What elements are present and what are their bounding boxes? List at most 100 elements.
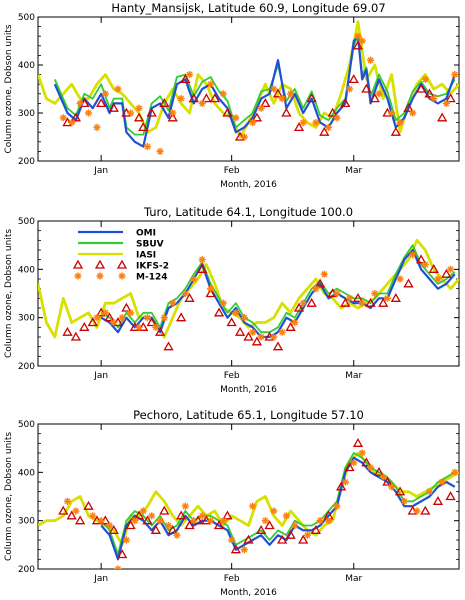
- legend-star-marker: [96, 272, 104, 280]
- ikfs2-triangle-marker: [335, 481, 347, 491]
- ikfs2-triangle-marker: [201, 93, 212, 103]
- legend-label-omi: OMI: [136, 229, 156, 239]
- y-tick-label: 500: [18, 420, 35, 430]
- series-line-omi: [100, 248, 456, 339]
- y-tick-label: 300: [18, 109, 35, 119]
- ikfs2-triangle-marker: [281, 107, 292, 117]
- m124-star-marker: [232, 309, 240, 317]
- m124-star-marker: [177, 95, 185, 103]
- ikfs2-triangle-marker: [176, 510, 187, 520]
- m124-star-marker: [434, 275, 442, 283]
- series-line-omi: [100, 456, 456, 561]
- plot-area: [38, 238, 459, 351]
- ikfs2-triangle-marker: [352, 40, 364, 50]
- ikfs2-triangle-marker: [83, 500, 94, 510]
- ikfs2-triangle-marker: [285, 529, 296, 539]
- ikfs2-triangle-marker: [79, 322, 90, 331]
- m124-star-marker: [135, 323, 143, 331]
- plot-area: [38, 438, 459, 569]
- m124-star-marker: [413, 507, 421, 515]
- y-tick-label: 300: [18, 314, 35, 324]
- m124-star-marker: [249, 502, 257, 510]
- m124-star-marker: [198, 512, 206, 520]
- m124-star-marker: [240, 546, 248, 554]
- legend-label-m-124: M-124: [136, 273, 167, 283]
- ikfs2-triangle-marker: [394, 486, 406, 496]
- m124-star-marker: [173, 531, 181, 539]
- ikfs2-triangle-marker: [184, 520, 195, 530]
- x-axis-label: Month, 2016: [220, 385, 277, 395]
- m124-star-marker: [320, 270, 328, 278]
- m124-star-marker: [148, 512, 156, 520]
- series-line-sbuv: [100, 452, 456, 556]
- m124-star-marker: [388, 109, 396, 117]
- m124-star-marker: [333, 502, 341, 510]
- ikfs2-triangle-marker: [180, 74, 191, 84]
- plot-frame: [37, 423, 460, 570]
- m124-star-marker: [375, 90, 383, 98]
- ikfs2-triangle-marker: [298, 534, 309, 544]
- ikfs2-triangle-marker: [256, 525, 267, 534]
- ikfs2-triangle-marker: [226, 317, 237, 327]
- m124-star-marker: [76, 99, 84, 107]
- m124-star-marker: [358, 37, 366, 45]
- ikfs2-triangle-marker: [415, 254, 427, 264]
- chart-title: Turo, Latitude 64.1, Longitude 100.0: [143, 205, 353, 219]
- ikfs2-triangle-marker: [403, 102, 414, 112]
- ikfs2-triangle-marker: [58, 505, 69, 515]
- m124-star-marker: [89, 512, 97, 520]
- m124-star-marker: [291, 318, 299, 327]
- ikfs2-triangle-marker: [390, 293, 401, 302]
- m124-star-marker: [169, 299, 177, 307]
- m124-star-marker: [324, 517, 333, 525]
- ikfs2-triangle-marker: [243, 331, 254, 341]
- ikfs2-triangle-marker: [70, 112, 82, 122]
- m124-star-marker: [312, 119, 320, 127]
- ikfs2-triangle-marker: [74, 515, 86, 525]
- ikfs2-triangle-marker: [348, 74, 359, 84]
- ikfs2-triangle-marker: [310, 525, 321, 534]
- x-tick-label: Mar: [345, 574, 362, 584]
- m124-star-marker: [181, 502, 189, 510]
- ikfs2-triangle-marker: [142, 515, 153, 525]
- m124-star-marker: [156, 517, 164, 525]
- legend-star-marker: [118, 272, 126, 280]
- m124-star-marker: [190, 517, 198, 525]
- y-axis-label: Column ozone, Dobson units: [4, 229, 14, 358]
- ikfs2-triangle-marker: [432, 496, 444, 505]
- m124-star-marker: [219, 517, 227, 525]
- ikfs2-triangle-marker: [209, 93, 220, 103]
- m124-star-marker: [278, 328, 286, 336]
- ikfs2-triangle-marker: [117, 549, 128, 559]
- x-tick-label: Mar: [345, 166, 362, 176]
- m124-star-marker: [366, 56, 375, 64]
- chart-title: Hanty_Mansijsk, Latitude 60.9, Longitude…: [111, 1, 385, 15]
- legend-label-sbuv: SBUV: [136, 240, 164, 250]
- m124-star-marker: [139, 507, 147, 515]
- series-line-iasi: [38, 451, 459, 547]
- ikfs2-triangle-marker: [382, 476, 393, 486]
- ikfs2-triangle-marker: [314, 278, 326, 288]
- m124-star-marker: [396, 275, 404, 283]
- m124-star-marker: [169, 109, 177, 117]
- ikfs2-triangle-marker: [87, 317, 98, 327]
- m124-star-marker: [371, 289, 379, 298]
- ikfs2-triangle-marker: [293, 122, 305, 132]
- m124-star-marker: [181, 289, 189, 298]
- m124-star-marker: [425, 488, 434, 496]
- legend-triangle-marker: [116, 259, 128, 269]
- ikfs2-triangle-marker: [133, 510, 145, 520]
- m124-star-marker: [442, 99, 450, 107]
- ikfs2-triangle-marker: [66, 510, 77, 520]
- ikfs2-triangle-marker: [272, 341, 284, 351]
- x-tick-label: Feb: [224, 166, 240, 176]
- ikfs2-triangle-marker: [340, 297, 351, 307]
- m124-star-marker: [421, 75, 429, 83]
- ikfs2-triangle-marker: [163, 341, 174, 351]
- m124-star-marker: [156, 147, 164, 155]
- ikfs2-triangle-marker: [234, 326, 246, 336]
- m124-star-marker: [291, 521, 299, 530]
- y-tick-label: 400: [18, 468, 35, 478]
